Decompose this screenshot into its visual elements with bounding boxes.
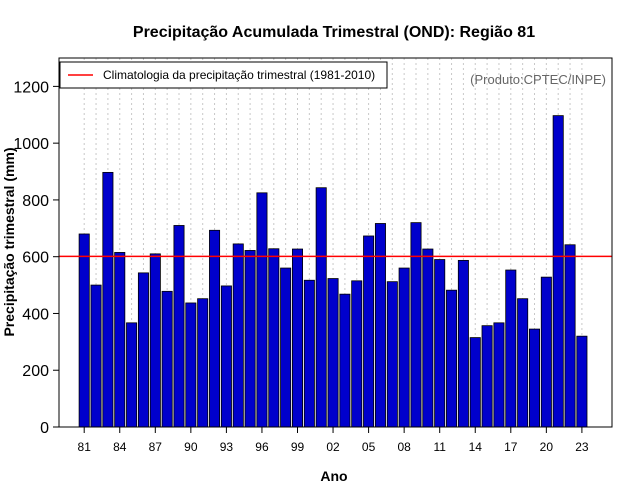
bars — [78, 115, 588, 428]
chart-title: Precipitação Acumulada Trimestral (OND):… — [133, 24, 535, 41]
bar-1994 — [232, 243, 244, 428]
bar-2000 — [303, 279, 315, 428]
bar-1988 — [161, 290, 173, 428]
bar-1987 — [149, 253, 161, 428]
bar-1991 — [197, 298, 209, 428]
x-tick-label: 17 — [504, 440, 518, 454]
legend-climatology-label: Climatologia da precipitação trimestral … — [103, 68, 375, 82]
bar-2003 — [339, 293, 351, 428]
y-axis: 0 200 400 600 800 1000 1200 — [13, 79, 59, 437]
x-tick-label: 05 — [362, 440, 376, 454]
bar-2007 — [386, 281, 398, 428]
bar-2005 — [363, 235, 375, 428]
x-tick-label: 84 — [113, 440, 127, 454]
bar-1984 — [114, 252, 126, 428]
bar-1985 — [126, 322, 138, 428]
y-tick-label: 1200 — [13, 79, 49, 96]
y-tick-label: 600 — [22, 250, 49, 267]
plot-frame — [58, 57, 613, 428]
bar-1997 — [268, 248, 280, 428]
x-axis-title: Ano — [320, 468, 347, 484]
y-tick-label: 800 — [22, 193, 49, 210]
y-tick-label: 1000 — [13, 136, 49, 153]
bar-1993 — [220, 285, 232, 428]
x-tick-label: 87 — [149, 440, 163, 454]
bar-2022 — [564, 244, 576, 428]
bar-2020 — [540, 276, 552, 428]
legend: Climatologia da precipitação trimestral … — [59, 61, 388, 89]
bar-1992 — [209, 229, 221, 428]
bar-1986 — [137, 272, 149, 428]
credit-text: (Produto:CPTEC/INPE) — [470, 72, 606, 87]
x-tick-label: 14 — [469, 440, 483, 454]
bar-2023 — [576, 335, 588, 428]
bar-2006 — [374, 223, 386, 428]
y-tick-label: 200 — [22, 363, 49, 380]
bar-2010 — [422, 248, 434, 428]
bar-1982 — [90, 284, 102, 428]
bar-2002 — [327, 278, 339, 428]
x-tick-label: 81 — [78, 440, 92, 454]
bar-1981 — [78, 233, 90, 428]
bar-2018 — [517, 298, 529, 428]
bar-2021 — [552, 115, 564, 428]
legend-box — [59, 61, 388, 89]
bar-2013 — [457, 259, 469, 428]
bar-2008 — [398, 267, 410, 428]
bar-1983 — [102, 171, 114, 428]
bar-2019 — [529, 328, 541, 428]
bar-1998 — [280, 267, 292, 428]
bar-2014 — [469, 337, 481, 428]
bar-2015 — [481, 325, 493, 428]
bar-1995 — [244, 250, 256, 428]
bar-2011 — [434, 259, 446, 428]
bar-1990 — [185, 302, 197, 428]
y-tick-label: 400 — [22, 306, 49, 323]
x-tick-label: 90 — [184, 440, 198, 454]
bar-2017 — [505, 269, 517, 428]
x-tick-label: 11 — [433, 440, 446, 454]
bar-1996 — [256, 192, 268, 428]
x-tick-label: 99 — [291, 440, 305, 454]
bar-2012 — [446, 289, 458, 428]
bar-2001 — [315, 187, 327, 428]
y-axis-title: Precipitação trimestral (mm) — [1, 147, 17, 336]
x-tick-label: 20 — [540, 440, 554, 454]
x-tick-label: 02 — [326, 440, 340, 454]
bar-2004 — [351, 280, 363, 428]
bar-2009 — [410, 222, 422, 428]
x-tick-label: 08 — [397, 440, 411, 454]
x-tick-label: 93 — [220, 440, 234, 454]
bar-2016 — [493, 322, 505, 428]
x-tick-label: 23 — [575, 440, 589, 454]
bar-1999 — [291, 248, 303, 428]
x-tick-label: 96 — [255, 440, 269, 454]
x-axis: 81 84 87 90 93 96 99 02 05 08 11 14 17 20 23 — [78, 427, 589, 454]
y-tick-label: 0 — [40, 420, 49, 437]
